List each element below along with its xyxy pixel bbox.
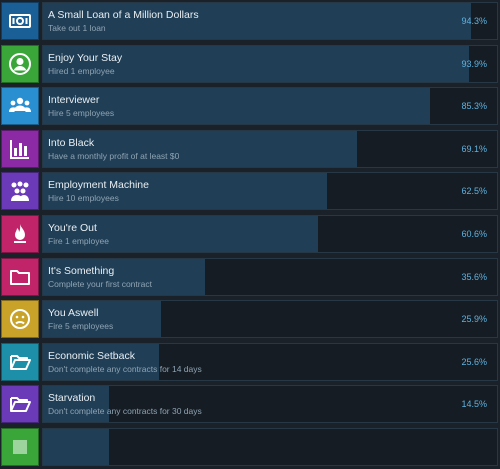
achievement-row bbox=[0, 427, 500, 469]
achievement-description: Take out 1 loan bbox=[48, 23, 106, 33]
achievement-description: Hire 10 employees bbox=[48, 193, 119, 203]
achievement-row: It's Something Complete your first contra… bbox=[0, 257, 500, 299]
achievement-progress-bar: Into Black Have a monthly profit of at le… bbox=[42, 130, 498, 168]
achievement-row: Enjoy Your Stay Hired 1 employee 93.9% bbox=[0, 44, 500, 86]
achievement-progress-fill bbox=[43, 3, 471, 39]
sad-face-icon bbox=[8, 307, 32, 331]
achievement-description: Have a monthly profit of at least $0 bbox=[48, 151, 180, 161]
crowd-icon bbox=[8, 179, 32, 203]
achievement-row: Into Black Have a monthly profit of at le… bbox=[0, 129, 500, 171]
achievement-unlock-percent: 94.3% bbox=[461, 16, 487, 26]
person-icon bbox=[8, 52, 32, 76]
achievement-title: You're Out bbox=[48, 222, 97, 234]
folder-icon bbox=[8, 265, 32, 289]
achievement-row: You Aswell Fire 5 employees 25.9% bbox=[0, 299, 500, 341]
achievement-unlock-percent: 25.9% bbox=[461, 314, 487, 324]
achievement-unlock-percent: 14.5% bbox=[461, 399, 487, 409]
achievement-unlock-percent: 69.1% bbox=[461, 144, 487, 154]
achievement-progress-bar: You Aswell Fire 5 employees 25.9% bbox=[42, 300, 498, 338]
achievement-title: It's Something bbox=[48, 265, 115, 277]
achievement-title: Employment Machine bbox=[48, 179, 149, 191]
achievement-description: Hired 1 employee bbox=[48, 66, 115, 76]
achievement-title: Enjoy Your Stay bbox=[48, 52, 123, 64]
achievement-unlock-percent: 25.6% bbox=[461, 357, 487, 367]
achievement-description: Don't complete any contracts for 30 days bbox=[48, 406, 202, 416]
achievement-progress-bar: A Small Loan of a Million Dollars Take ou… bbox=[42, 2, 498, 40]
achievement-progress-bar: Employment Machine Hire 10 employees 62.5% bbox=[42, 172, 498, 210]
achievement-progress-fill bbox=[43, 131, 357, 167]
achievement-title: A Small Loan of a Million Dollars bbox=[48, 9, 199, 21]
achievement-title: Interviewer bbox=[48, 94, 100, 106]
achievement-progress-fill bbox=[43, 301, 161, 337]
achievement-progress-fill bbox=[43, 259, 205, 295]
achievement-progress-fill bbox=[43, 386, 109, 422]
achievement-row: Employment Machine Hire 10 employees 62.5% bbox=[0, 171, 500, 213]
achievement-progress-bar: You're Out Fire 1 employee 60.6% bbox=[42, 215, 498, 253]
achievement-progress-bar: It's Something Complete your first contra… bbox=[42, 258, 498, 296]
achievement-icon-box bbox=[1, 343, 39, 381]
achievement-row: Starvation Don't complete any contracts f… bbox=[0, 384, 500, 426]
achievement-icon-box bbox=[1, 300, 39, 338]
achievement-icon-box bbox=[1, 45, 39, 83]
achievement-icon-box bbox=[1, 215, 39, 253]
achievement-icon-box bbox=[1, 87, 39, 125]
achievement-icon-box bbox=[1, 2, 39, 40]
fire-icon bbox=[8, 222, 32, 246]
achievement-progress-fill bbox=[43, 216, 318, 252]
achievement-icon-box bbox=[1, 130, 39, 168]
unknown-icon bbox=[8, 435, 32, 459]
achievement-unlock-percent: 85.3% bbox=[461, 101, 487, 111]
open-folder-icon bbox=[8, 350, 32, 374]
achievement-description: Fire 1 employee bbox=[48, 236, 109, 246]
achievement-icon-box bbox=[1, 258, 39, 296]
money-icon bbox=[8, 9, 32, 33]
achievement-row: A Small Loan of a Million Dollars Take ou… bbox=[0, 1, 500, 43]
achievement-progress-fill bbox=[43, 429, 109, 465]
achievement-icon-box bbox=[1, 385, 39, 423]
achievement-icon-box bbox=[1, 428, 39, 466]
achievement-description: Fire 5 employees bbox=[48, 321, 114, 331]
achievement-progress-bar: Enjoy Your Stay Hired 1 employee 93.9% bbox=[42, 45, 498, 83]
achievement-progress-fill bbox=[43, 344, 159, 380]
achievement-row: Interviewer Hire 5 employees 85.3% bbox=[0, 86, 500, 128]
achievement-progress-bar: Starvation Don't complete any contracts f… bbox=[42, 385, 498, 423]
achievement-description: Complete your first contract bbox=[48, 279, 152, 289]
achievement-icon-box bbox=[1, 172, 39, 210]
achievement-progress-bar: Interviewer Hire 5 employees 85.3% bbox=[42, 87, 498, 125]
achievement-row: Economic Setback Don't complete any contr… bbox=[0, 342, 500, 384]
achievement-unlock-percent: 35.6% bbox=[461, 272, 487, 282]
achievement-unlock-percent: 62.5% bbox=[461, 186, 487, 196]
achievement-progress-fill bbox=[43, 46, 469, 82]
achievement-description: Hire 5 employees bbox=[48, 108, 115, 118]
open-folder-icon bbox=[8, 392, 32, 416]
achievement-title: Economic Setback bbox=[48, 350, 135, 362]
bar-chart-icon bbox=[8, 137, 32, 161]
achievement-unlock-percent: 60.6% bbox=[461, 229, 487, 239]
achievement-description: Don't complete any contracts for 14 days bbox=[48, 364, 202, 374]
achievement-title: Starvation bbox=[48, 392, 96, 404]
achievement-progress-fill bbox=[43, 88, 430, 124]
achievement-progress-fill bbox=[43, 173, 327, 209]
achievement-progress-bar: Economic Setback Don't complete any contr… bbox=[42, 343, 498, 381]
achievement-row: You're Out Fire 1 employee 60.6% bbox=[0, 214, 500, 256]
achievement-unlock-percent: 93.9% bbox=[461, 59, 487, 69]
achievement-title: You Aswell bbox=[48, 307, 99, 319]
group-icon bbox=[8, 94, 32, 118]
achievement-progress-bar bbox=[42, 428, 498, 466]
achievement-title: Into Black bbox=[48, 137, 95, 149]
